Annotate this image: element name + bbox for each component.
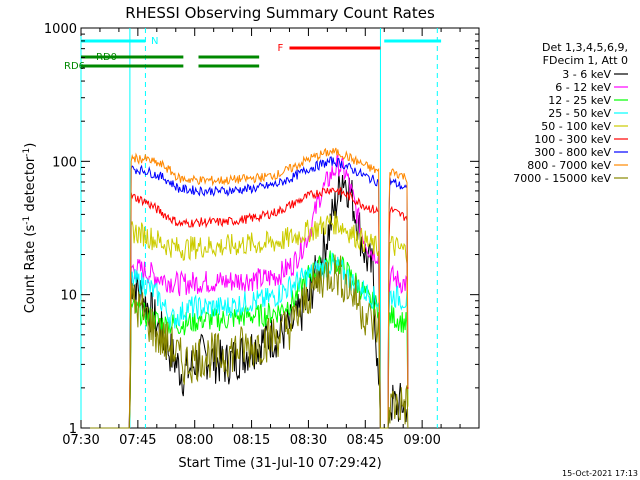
series-line-3 [81, 252, 409, 429]
series-line-0 [81, 172, 409, 429]
legend-label-2: 12 - 25 keV [548, 94, 611, 107]
series-line-7 [81, 147, 409, 429]
y-tick-label-1: 10 [60, 289, 77, 304]
series-line-8 [81, 254, 409, 429]
x-tick-label-3: 08:15 [233, 433, 270, 448]
chart-title: RHESSI Observing Summary Count Rates [125, 4, 435, 22]
legend-label-3: 25 - 50 keV [548, 107, 611, 120]
y-tick-label-3: 1000 [44, 22, 77, 37]
x-tick-label-1: 07:45 [119, 433, 156, 448]
y-tick-label-0: 1 [69, 422, 77, 437]
annotation-label-1: RD0 [96, 52, 117, 63]
legend-header-1: FDecim 1, Att 0 [543, 54, 628, 67]
x-tick-label-5: 08:45 [347, 433, 384, 448]
y-tick-label-2: 100 [52, 155, 77, 170]
annotation-label-3: F [277, 43, 283, 54]
x-tick-label-4: 08:30 [290, 433, 327, 448]
series-line-5 [81, 187, 409, 429]
legend-label-5: 100 - 300 keV [534, 133, 611, 146]
timestamp: 15-Oct-2021 17:13 [562, 469, 638, 478]
series-line-6 [81, 156, 409, 429]
legend: Det 1,3,4,5,6,9,FDecim 1, Att 03 - 6 keV… [513, 41, 628, 185]
legend-label-1: 6 - 12 keV [555, 81, 611, 94]
series-line-4 [81, 211, 409, 429]
plot-frame [80, 27, 480, 429]
plot-area: N RD0 RD6 F 07:30 07:45 08:00 08:15 08:30 08:45 09… [44, 22, 480, 448]
x-tick-label-0: 07:30 [62, 433, 99, 448]
legend-label-0: 3 - 6 keV [562, 68, 611, 81]
legend-label-8: 7000 - 15000 keV [513, 172, 611, 185]
legend-header-0: Det 1,3,4,5,6,9, [542, 41, 628, 54]
annotation-label-0: N [151, 36, 158, 47]
x-tick-label-6: 09:00 [403, 433, 440, 448]
legend-label-4: 50 - 100 keV [541, 120, 611, 133]
x-axis-label: Start Time (31-Jul-10 07:29:42) [178, 456, 381, 471]
annotation-label-2: RD6 [64, 61, 85, 72]
y-axis-label: Count Rate (s-1 detector-1) [22, 143, 38, 314]
x-tick-label-2: 08:00 [176, 433, 213, 448]
legend-label-7: 800 - 7000 keV [527, 159, 611, 172]
legend-label-6: 300 - 800 keV [534, 146, 611, 159]
